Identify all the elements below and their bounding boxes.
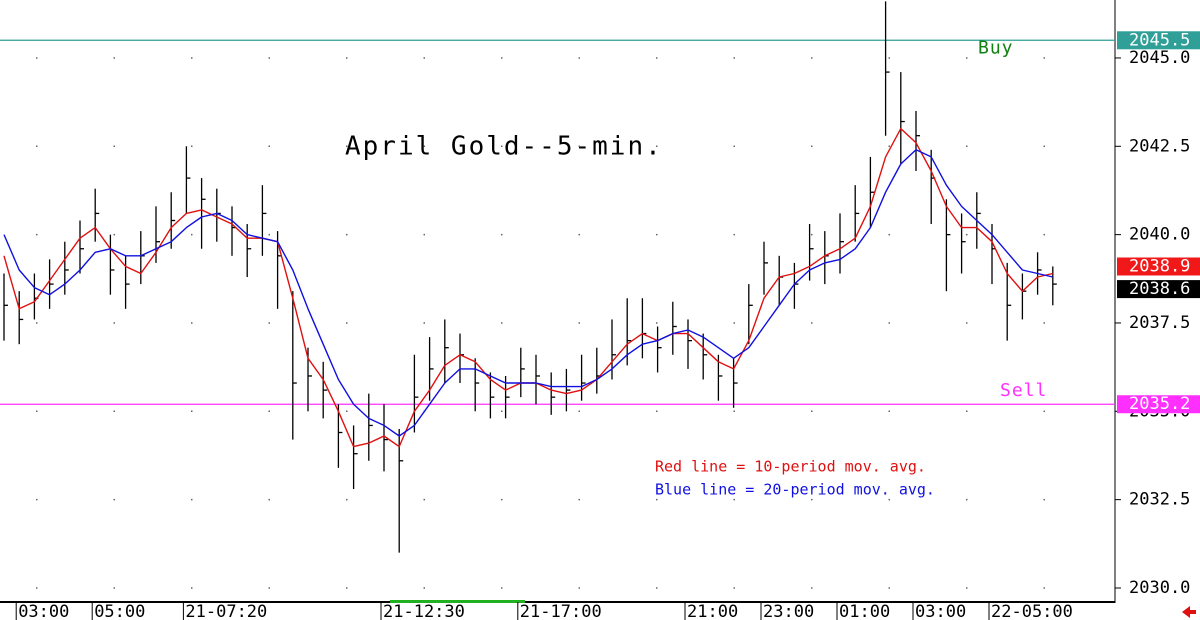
x-tick-label: 21:00 [687,602,738,620]
level-value-box [1117,395,1200,414]
price-marker-box [1117,280,1200,299]
x-tick-label: 21-12:30 [383,602,465,620]
session-highlight [390,600,525,603]
level-value-label: 2045.5 [1129,30,1190,50]
chart-title: April Gold--5-min. [345,132,663,162]
level-name: Buy [978,37,1014,58]
y-tick-label: 2042.5 [1129,136,1190,156]
x-tick-label: 21-07:20 [185,602,267,620]
price-marker-box [1117,257,1200,276]
x-tick-label: 05:00 [94,602,145,620]
scroll-arrow [1182,606,1196,618]
price-marker-label: 2038.6 [1129,279,1190,299]
y-tick-label: 2030.0 [1129,578,1190,598]
y-tick-label: 2037.5 [1129,313,1190,333]
level-name: Sell [1000,380,1047,401]
x-tick-label: 01:00 [839,602,890,620]
level-value-label: 2035.2 [1129,394,1190,414]
annotation: Red line = 10-period mov. avg. [655,458,926,476]
price-marker-label: 2038.9 [1129,256,1190,276]
x-tick-label: 23:00 [763,602,814,620]
x-tick-label: 03:00 [915,602,966,620]
y-tick-label: 2040.0 [1129,225,1190,245]
annotation: Blue line = 20-period mov. avg. [655,481,935,499]
level-value-box [1117,31,1200,50]
x-tick-label: 22-05:00 [991,602,1073,620]
y-tick-label: 2032.5 [1129,490,1190,510]
y-tick-label: 2045.0 [1129,48,1190,68]
x-tick-label: 21-17:00 [520,602,602,620]
x-tick-label: 03:00 [18,602,69,620]
moving-average-line [3,149,1053,437]
